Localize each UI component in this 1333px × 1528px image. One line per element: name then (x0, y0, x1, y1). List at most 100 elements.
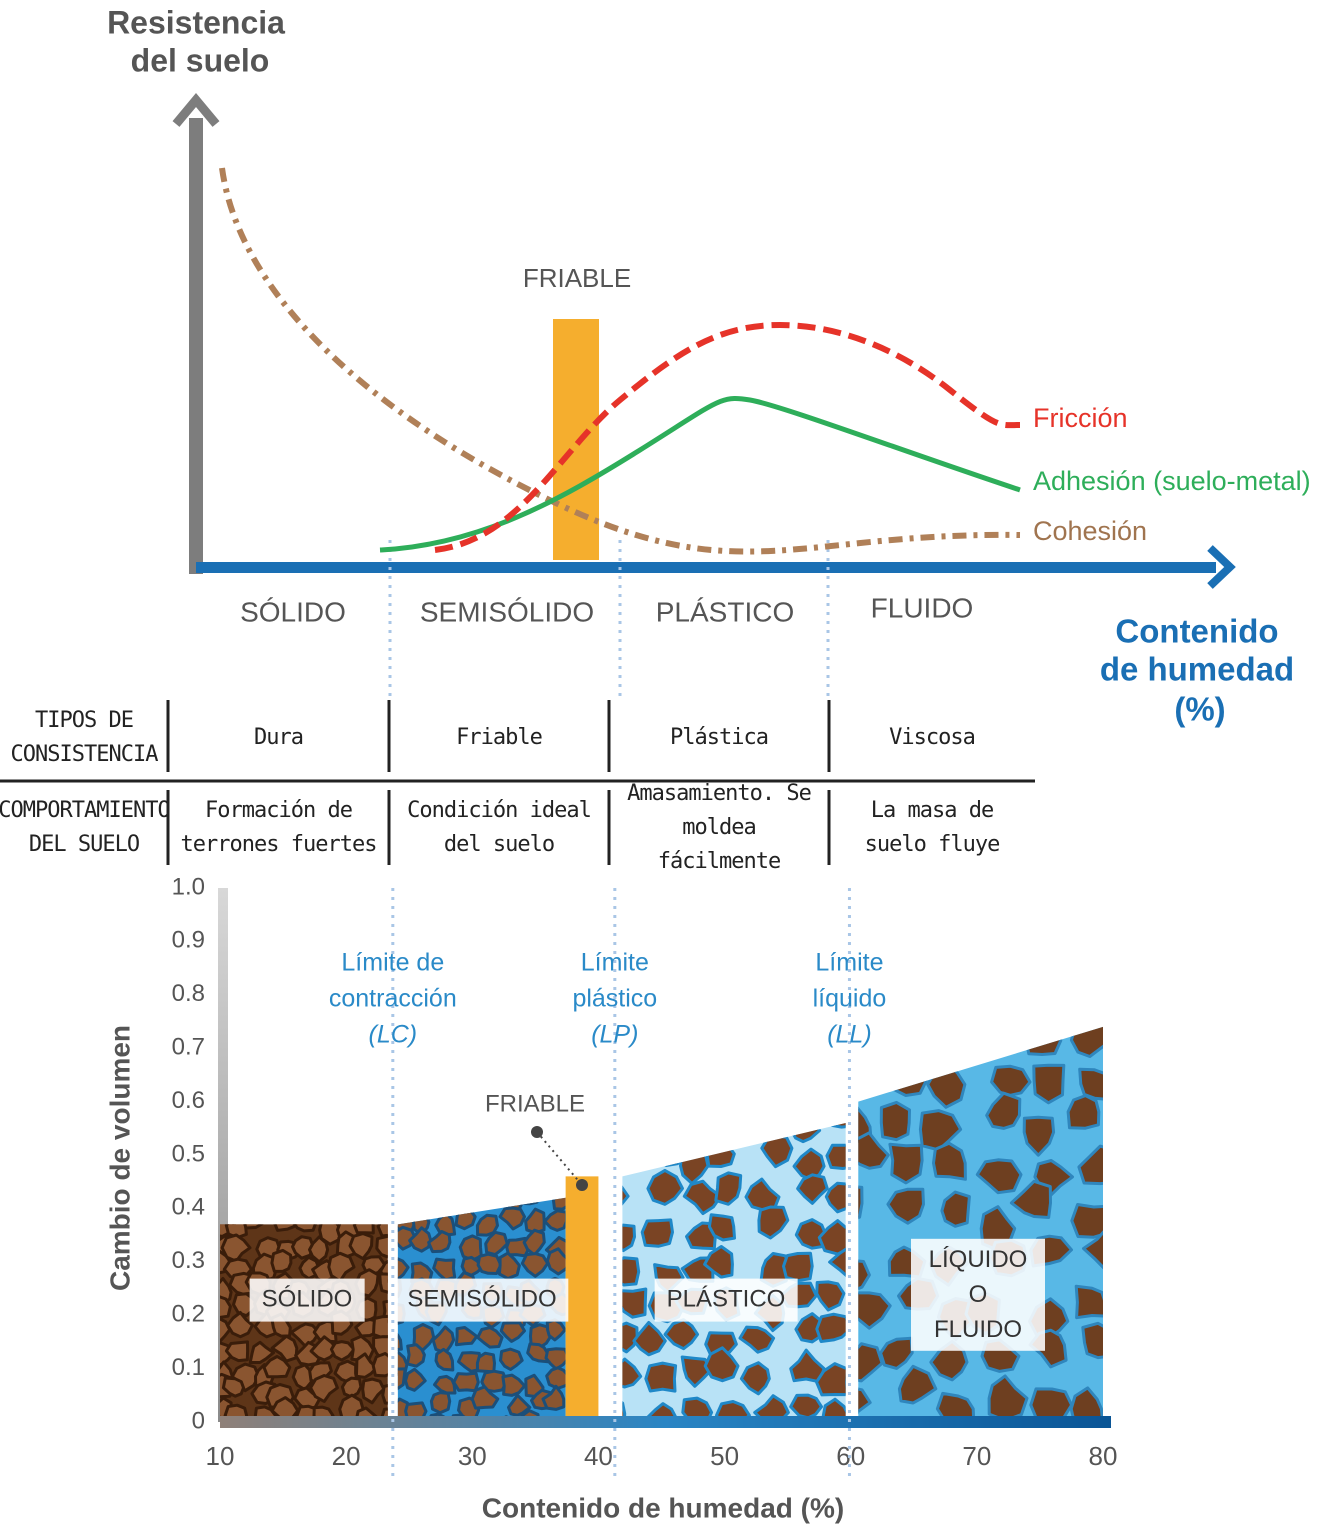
soil-clod (519, 1197, 541, 1206)
soil-clod (858, 1291, 892, 1330)
friable-band (553, 319, 599, 560)
soil-clod (503, 1164, 529, 1182)
soil-clod (714, 1171, 743, 1206)
soil-clod (327, 1251, 356, 1283)
soil-clod (796, 1173, 829, 1205)
y-axis-label: del suelo (131, 42, 270, 78)
soil-clod (882, 1064, 929, 1097)
soil-clod (361, 1377, 386, 1405)
soil-clod (1111, 1343, 1143, 1376)
soil-clod (454, 1326, 479, 1347)
soil-clod (376, 1224, 388, 1238)
x-axis-label: Contenido (1115, 613, 1278, 650)
limit-label: (LL) (827, 1021, 871, 1049)
soil-clod (262, 1355, 292, 1379)
soil-clod (270, 1248, 293, 1273)
limit-label: (LP) (591, 1021, 638, 1049)
y-tick-label: 0 (192, 1407, 205, 1434)
soil-clod (1077, 1144, 1103, 1186)
x-axis-arrow (1207, 545, 1236, 589)
x-tick-label: 30 (458, 1441, 487, 1471)
curve-label: Cohesión (1033, 516, 1147, 546)
soil-clod (529, 1323, 553, 1350)
soil-clod (372, 1314, 388, 1340)
y-axis-label: Cambio de volumen (104, 1025, 135, 1291)
limit-label: plástico (572, 985, 657, 1013)
soil-clod (1122, 1438, 1165, 1477)
soil-clod (897, 1364, 938, 1405)
soil-clod (794, 1218, 828, 1250)
soil-clod (796, 1426, 823, 1452)
soil-clod (991, 962, 1031, 994)
soil-clod (541, 1384, 566, 1411)
soil-clod (975, 1158, 1023, 1195)
soil-clod (480, 1369, 509, 1393)
soil-clod (824, 1181, 846, 1214)
soil-clod (552, 1197, 566, 1211)
soil-clod (1116, 1138, 1153, 1177)
soil-clod (434, 1347, 455, 1372)
soil-clod (705, 1139, 736, 1168)
soil-clod (501, 1373, 527, 1397)
soil-clod (985, 1091, 1022, 1130)
zone-label: LÍQUIDO O FLUIDO (911, 1238, 1045, 1352)
soil-clod (432, 1257, 457, 1282)
soil-clod (1024, 1026, 1063, 1056)
limit-label: contracción (329, 985, 457, 1013)
soil-clod (932, 1141, 967, 1181)
soil-clod (1124, 1254, 1163, 1284)
x-tick-label: 50 (710, 1441, 739, 1471)
soil-clod (990, 1433, 1024, 1472)
friable-label: FRIABLE (523, 263, 631, 293)
soil-clod (858, 1258, 871, 1294)
soil-clod (340, 1376, 363, 1399)
soil-clod (404, 1367, 427, 1392)
soil-clod (220, 1316, 232, 1345)
area (565, 1176, 599, 1422)
y-tick-label: 0.9 (172, 927, 205, 954)
soil-clod (378, 1272, 388, 1294)
soil-clod (815, 1280, 846, 1312)
table-cell: Dura (254, 724, 304, 750)
soil-clod (622, 1287, 648, 1319)
x-tick-label: 10 (206, 1441, 235, 1471)
limit-label: Límite (815, 949, 883, 977)
soil-clod (641, 1074, 666, 1103)
soil-clod (312, 1190, 332, 1211)
y-tick-label: 0.5 (172, 1140, 205, 1167)
soil-clod (646, 1168, 684, 1206)
soil-clod (1032, 1063, 1066, 1105)
x-axis-label: Contenido de humedad (%) (482, 1492, 844, 1523)
soil-clod (618, 1068, 647, 1091)
soil-clod (333, 1192, 358, 1214)
soil-clod (943, 956, 980, 993)
soil-clod (397, 1367, 407, 1391)
table-header: TIPOS DE CONSISTENCIA (10, 707, 159, 767)
y-axis (218, 888, 228, 1422)
top-diagram: Resistencia del suelo FRIABLE Fricción A… (107, 4, 1311, 727)
table-cell: Amasamiento. Se moldea fácilmente (627, 780, 812, 875)
soil-clod (241, 1224, 268, 1230)
curve-label: Fricción (1033, 403, 1128, 433)
soil-clod (348, 1232, 374, 1261)
soil-clod (297, 1196, 318, 1218)
zone-label: PLÁSTICO (656, 596, 794, 627)
limit-label: (LC) (369, 1021, 418, 1049)
soil-clod (821, 1397, 846, 1422)
soil-clod (220, 1233, 252, 1263)
limit-label: líquido (813, 985, 887, 1013)
soil-clod (371, 1352, 388, 1378)
soil-clod (291, 1235, 315, 1260)
soil-clod (1125, 1016, 1163, 1049)
soil-clod (436, 1197, 458, 1203)
soil-clod (498, 1206, 526, 1231)
soil-clod (309, 1374, 339, 1403)
soil-clod (899, 1026, 938, 1051)
soil-clod (290, 1224, 318, 1233)
soil-clod (1132, 1303, 1173, 1338)
soil-clod (1070, 1203, 1103, 1239)
soil-clod (454, 1206, 477, 1231)
soil-clod (318, 1224, 343, 1246)
soil-clod (544, 1347, 566, 1371)
